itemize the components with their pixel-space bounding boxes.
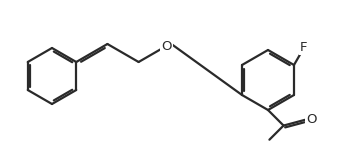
Text: O: O xyxy=(307,113,317,126)
Text: F: F xyxy=(300,41,308,54)
Text: O: O xyxy=(161,39,172,53)
